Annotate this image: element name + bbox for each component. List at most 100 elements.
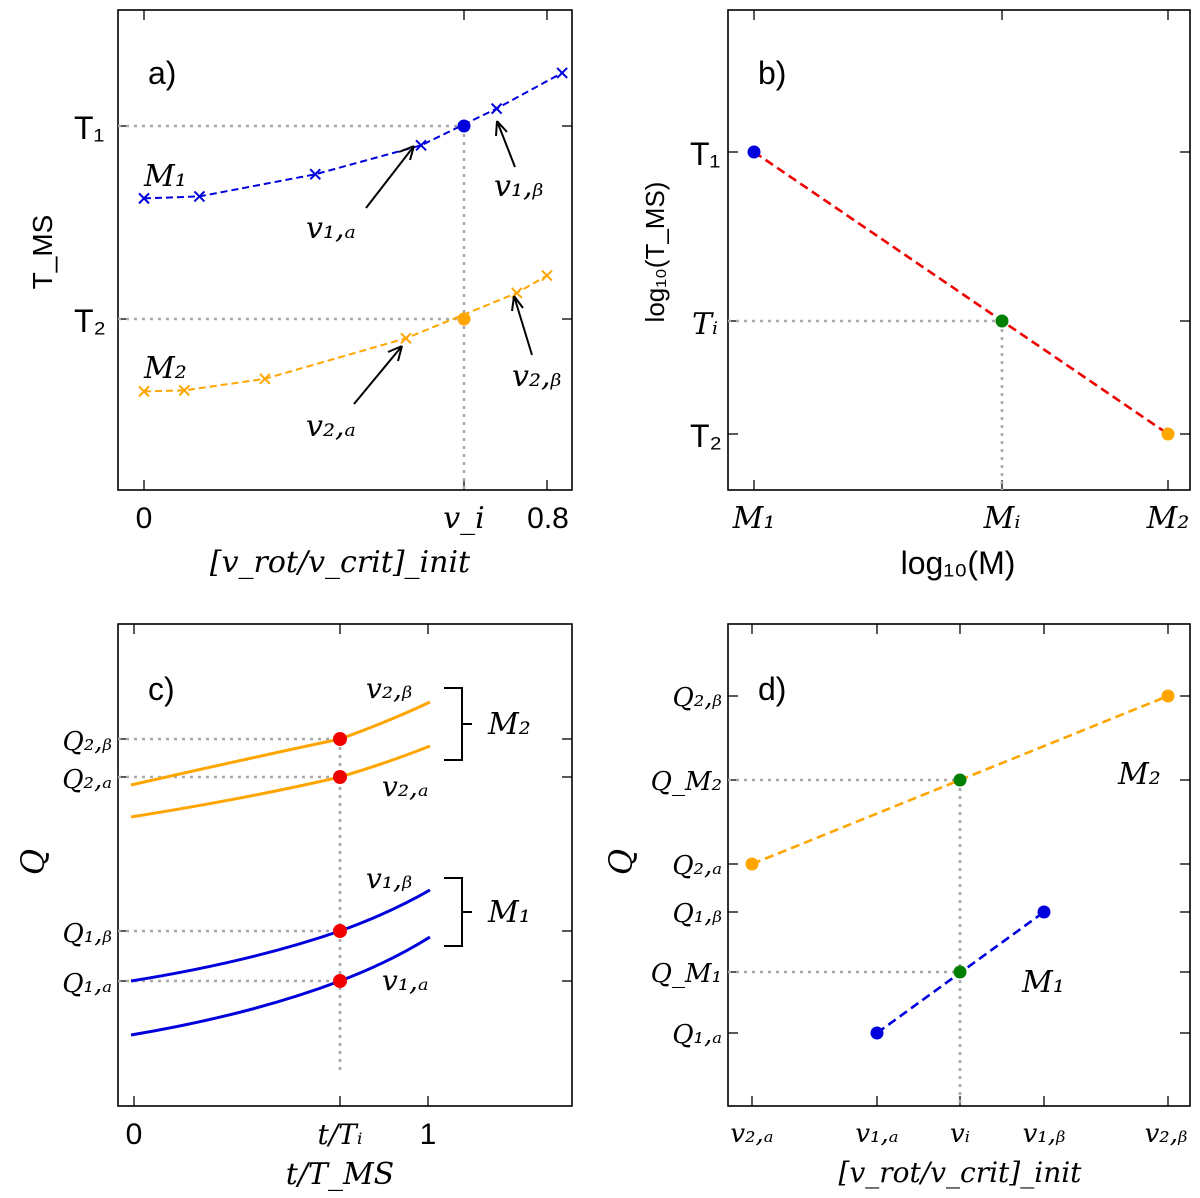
point-mi — [995, 314, 1009, 328]
panel-d: d) Q₂,ᵦ Q_M₂ Q₂,ₐ Q₁,ᵦ Q_M₁ Q₁,ₐ v₂,ₐ v₁… — [602, 623, 1191, 1189]
marker-x — [193, 190, 206, 203]
series-line-m2 — [143, 274, 548, 393]
panel-d-xlabel: [v_rot/v_crit]_init — [839, 1156, 1083, 1189]
arrow-v2b — [511, 295, 533, 356]
xtick-label-0: 0 — [136, 502, 153, 535]
panel-a: a) T₁ T₂ 0 v_i 0.8 [v_rot/v_crit]_init T… — [27, 9, 573, 580]
panel-c: c) Q₂,ᵦ Q₂,ₐ Q₁,ᵦ Q₁,ₐ 0 t/Tᵢ 1 t/T_MS Q… — [14, 623, 573, 1192]
label-v1b: v₁,ᵦ — [494, 169, 544, 204]
xtick-label-vi: vᵢ — [950, 1119, 970, 1149]
point-q2b — [1161, 689, 1175, 703]
marker-x — [138, 192, 150, 205]
ytick-label-q2a: Q₂,ₐ — [62, 765, 112, 795]
label-v2a: v₂,ₐ — [382, 770, 428, 803]
marker-x — [309, 168, 321, 180]
panel-a-xlabel: [v_rot/v_crit]_init — [210, 545, 471, 580]
label-v1a: v₁,ₐ — [306, 211, 356, 246]
xtick-label-vi: v_i — [443, 501, 485, 536]
panel-b-frame — [727, 9, 1191, 491]
group-label-m1: M₁ — [487, 895, 531, 930]
panel-d-ylabel: Q — [602, 849, 640, 875]
marker-x — [400, 332, 412, 345]
label-v2b: v₂,ᵦ — [512, 359, 562, 394]
marker-x — [556, 67, 568, 79]
interpolation-line — [753, 150, 1169, 436]
point-q1b — [333, 924, 347, 938]
panel-a-label: a) — [148, 55, 176, 91]
xtick-label-v2b: v₂,ᵦ — [1145, 1119, 1188, 1149]
xtick-label-v1a: v₁,ₐ — [855, 1119, 898, 1149]
panel-b-guides — [728, 319, 1004, 490]
xtick-label-08: 0.8 — [527, 502, 569, 535]
ytick-label-ti: Tᵢ — [692, 307, 718, 342]
panel-c-ylabel: Q — [14, 849, 52, 875]
label-m1: M₁ — [143, 159, 187, 194]
label-v1b: v₁,ᵦ — [366, 862, 412, 895]
ytick-label-qm1: Q_M₁ — [651, 959, 722, 989]
group-label-m2: M₂ — [487, 707, 531, 742]
ytick-label-q1b: Q₁,ᵦ — [63, 919, 112, 949]
xtick-label-mi: Mᵢ — [983, 501, 1021, 536]
point-q2a — [333, 770, 347, 784]
ytick-label-t1: T₁ — [690, 136, 720, 172]
marker-x — [138, 385, 150, 398]
interpolated-point-t2 — [457, 312, 471, 326]
point-q2a — [745, 857, 759, 871]
marker-x — [259, 373, 271, 385]
label-v1a: v₁,ₐ — [382, 964, 428, 997]
point-qm1 — [953, 965, 967, 979]
curve-v2b — [130, 700, 431, 787]
marker-x — [541, 269, 553, 282]
ytick-label-q1a: Q₁,ₐ — [62, 969, 112, 999]
point-m1 — [747, 145, 761, 159]
panel-a-ylabel: T_MS — [27, 215, 58, 290]
ytick-label-q2b: Q₂,ᵦ — [63, 727, 112, 757]
xtick-label-t-ti: t/Tᵢ — [318, 1118, 363, 1151]
ytick-label-q1a: Q₁,ₐ — [672, 1020, 722, 1050]
panel-b-xlabel: log₁₀(M) — [901, 545, 1016, 581]
panel-d-guides — [728, 778, 962, 1106]
label-m2: M₂ — [143, 351, 187, 386]
panel-d-frame — [727, 623, 1191, 1107]
curve-v1b — [130, 888, 431, 983]
arrow-v1a — [365, 145, 415, 209]
panel-a-guides — [118, 124, 466, 490]
xtick-label-1: 1 — [420, 1118, 437, 1151]
panel-d-label: d) — [758, 671, 786, 707]
panel-b-label: b) — [758, 55, 786, 91]
ytick-label-q2a: Q₂,ₐ — [672, 851, 722, 881]
xtick-label-m1: M₁ — [732, 501, 776, 536]
bracket-m2 — [444, 687, 472, 761]
marker-x — [178, 384, 191, 397]
xtick-label-v1b: v₁,ᵦ — [1023, 1119, 1066, 1149]
marker-x — [490, 102, 503, 115]
ytick-label-t2: T₂ — [690, 418, 722, 454]
bracket-m1 — [444, 877, 472, 947]
xtick-label-0: 0 — [126, 1118, 143, 1151]
panel-c-label: c) — [148, 671, 175, 707]
ytick-label-q1b: Q₁,ᵦ — [673, 899, 722, 929]
xtick-label-m2: M₂ — [1146, 501, 1190, 536]
label-m1: M₁ — [1021, 965, 1065, 1000]
ytick-label-t2: T₂ — [74, 303, 106, 339]
ytick-label-qm2: Q_M₂ — [651, 767, 722, 797]
point-q1a — [870, 1026, 884, 1040]
curve-v2a — [130, 744, 431, 819]
label-m2: M₂ — [1117, 757, 1161, 792]
panel-a-frame — [117, 9, 573, 491]
panel-c-guides — [118, 737, 342, 1070]
point-qm2 — [953, 773, 967, 787]
point-q2b — [333, 732, 347, 746]
arrow-v2a — [353, 345, 403, 405]
arrow-v1b — [495, 120, 516, 168]
panel-a-markers — [138, 67, 568, 398]
panel-c-frame — [117, 623, 573, 1107]
xtick-label-v2a: v₂,ₐ — [730, 1119, 773, 1149]
marker-x — [415, 139, 427, 152]
ytick-label-t1: T₁ — [74, 110, 104, 146]
point-q1b — [1037, 905, 1051, 919]
ytick-label-q2b: Q₂,ᵦ — [673, 683, 722, 713]
panel-b: b) T₁ Tᵢ T₂ M₁ Mᵢ M₂ log₁₀(M) log₁₀(T_MS… — [640, 9, 1191, 581]
interpolated-point-t1 — [457, 119, 471, 133]
